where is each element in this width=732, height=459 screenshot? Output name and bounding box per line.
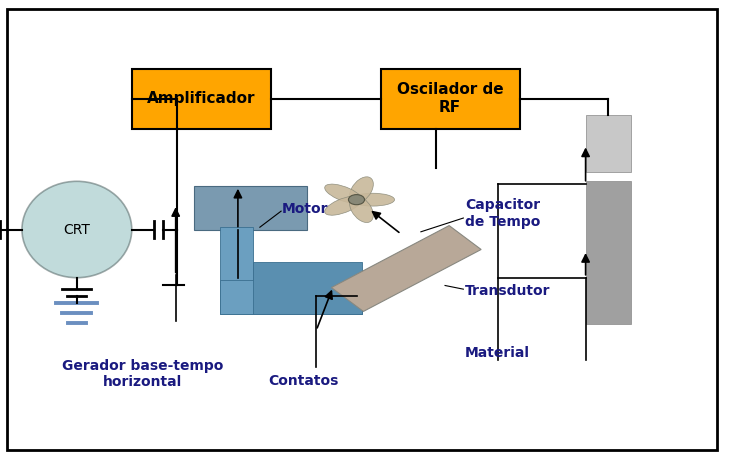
Bar: [381, 69, 520, 129]
Text: Transdutor: Transdutor: [465, 285, 550, 298]
Text: Gerador base-tempo
horizontal: Gerador base-tempo horizontal: [62, 359, 223, 389]
Bar: [194, 186, 307, 230]
Ellipse shape: [22, 181, 132, 278]
Text: Material: Material: [465, 347, 530, 360]
Text: Amplificador: Amplificador: [147, 91, 255, 106]
Text: Oscilador de
RF: Oscilador de RF: [397, 83, 504, 115]
Text: CRT: CRT: [64, 223, 90, 236]
Bar: [332, 225, 481, 312]
Text: Capacitor
de Tempo: Capacitor de Tempo: [465, 198, 540, 229]
Bar: [220, 280, 362, 314]
Bar: [132, 69, 271, 129]
Text: Motor: Motor: [282, 202, 329, 216]
Text: Contatos: Contatos: [269, 374, 339, 388]
Ellipse shape: [325, 184, 362, 203]
Bar: [586, 181, 631, 324]
Bar: [220, 227, 253, 314]
Circle shape: [348, 195, 365, 205]
Ellipse shape: [350, 177, 373, 203]
Ellipse shape: [350, 196, 373, 223]
Bar: [253, 262, 362, 314]
Ellipse shape: [325, 196, 362, 215]
Bar: [586, 115, 631, 172]
Ellipse shape: [351, 193, 395, 206]
